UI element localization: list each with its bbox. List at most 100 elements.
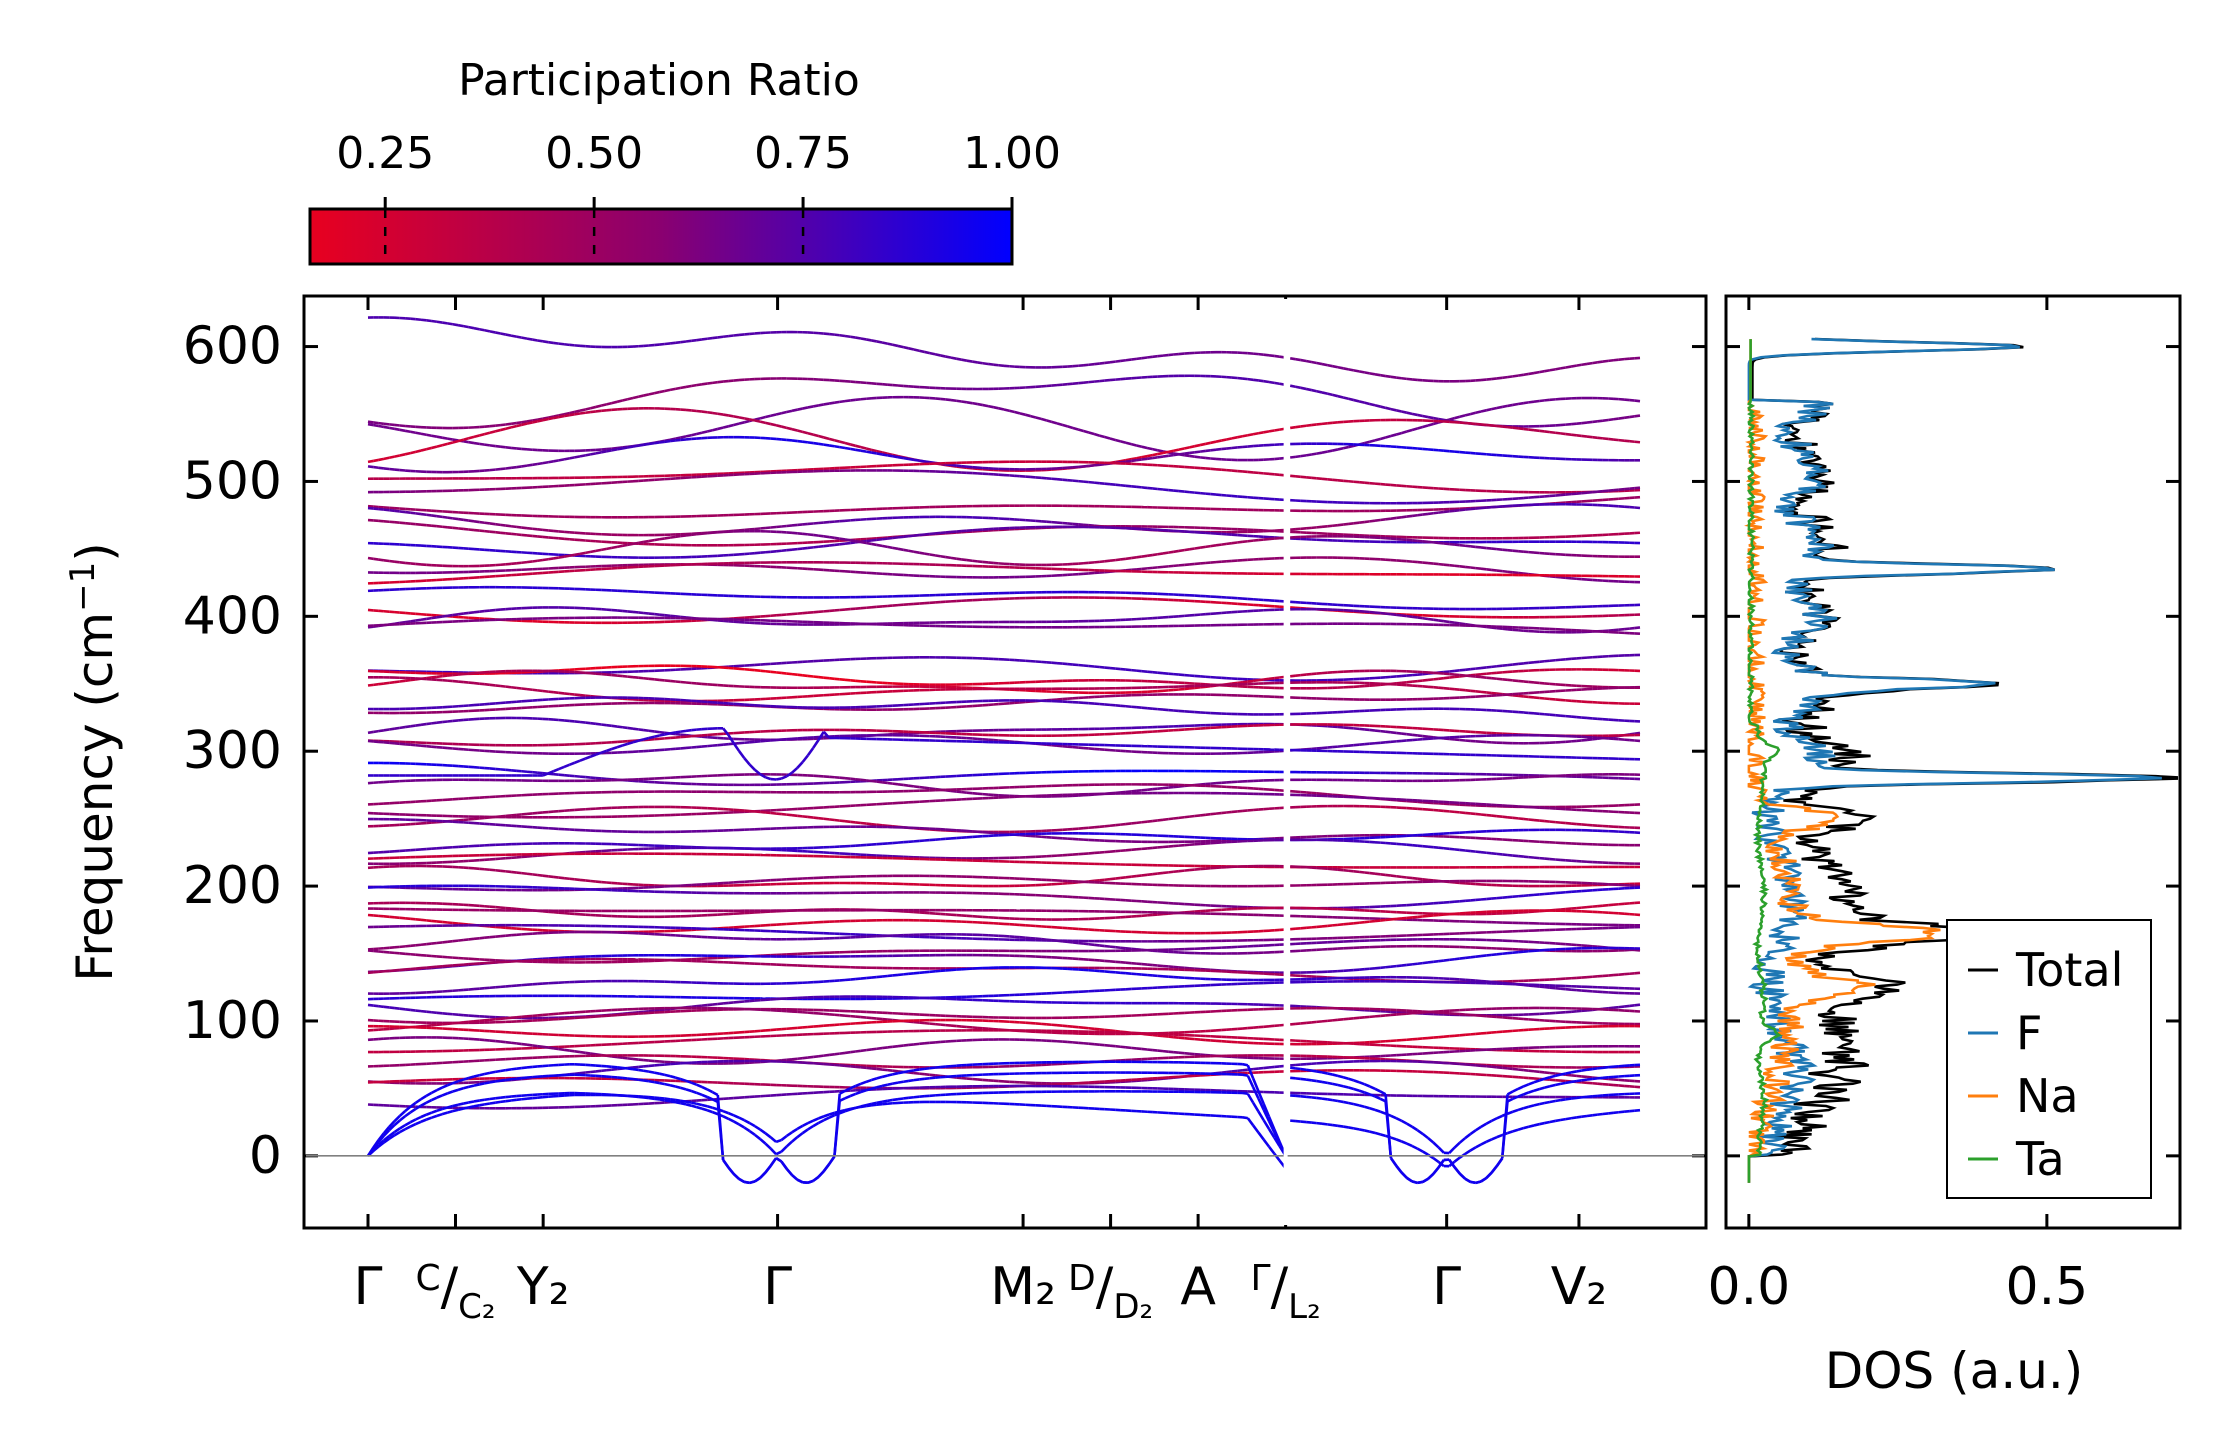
phonon-band-segment bbox=[1608, 437, 1614, 441]
phonon-band-segment bbox=[1162, 353, 1169, 357]
phonon-band-segment bbox=[494, 428, 501, 433]
phonon-band-segment bbox=[553, 459, 560, 463]
phonon-band-segment bbox=[1099, 481, 1105, 485]
phonon-band-segment bbox=[542, 528, 549, 532]
phonon-band-segment bbox=[717, 335, 724, 339]
phonon-band-segment bbox=[797, 673, 803, 677]
phonon-band-segment bbox=[378, 466, 385, 470]
phonon-band-segment bbox=[654, 678, 660, 682]
phonon-band-segment bbox=[1395, 409, 1402, 413]
phonon-band-segment bbox=[1454, 415, 1461, 420]
phonon-band-segment bbox=[373, 465, 379, 470]
phonon-band-segment bbox=[1586, 361, 1593, 366]
phonon-band-segment bbox=[606, 546, 613, 551]
phonon-band-segment bbox=[643, 539, 650, 544]
phonon-band-segment bbox=[532, 462, 538, 467]
phonon-band-segment bbox=[818, 442, 824, 446]
phonon-band-segment bbox=[526, 463, 533, 467]
phonon-band-segment bbox=[717, 412, 724, 416]
phonon-band-segment bbox=[1115, 558, 1121, 562]
phonon-band-segment bbox=[1289, 384, 1296, 389]
phonon-band-segment bbox=[1422, 414, 1429, 419]
phonon-band-segment bbox=[1131, 485, 1137, 489]
phonon-band-segment bbox=[473, 520, 480, 524]
phonon-band-segment bbox=[1390, 375, 1397, 379]
phonon-band-segment bbox=[383, 681, 390, 685]
phonon-band-segment bbox=[1088, 380, 1095, 384]
phonon-band-segment bbox=[510, 562, 517, 566]
phonon-band-segment bbox=[1226, 437, 1233, 441]
phonon-band-segment bbox=[1433, 562, 1439, 566]
phonon-band-segment bbox=[1523, 372, 1529, 377]
phonon-band-segment bbox=[1141, 454, 1148, 459]
phonon-band-segment bbox=[1295, 454, 1301, 459]
phonon-band-segment bbox=[1252, 538, 1259, 542]
phonon-band-segment bbox=[542, 416, 549, 420]
phonon-band-segment bbox=[627, 445, 634, 449]
phonon-band-segment bbox=[982, 560, 989, 564]
phonon-band-segment bbox=[1300, 358, 1307, 363]
phonon-band-segment bbox=[765, 526, 771, 530]
phonon-band-segment bbox=[770, 670, 777, 674]
phonon-band-segment bbox=[648, 391, 655, 396]
phonon-band-segment bbox=[500, 423, 506, 427]
phonon-band-segment bbox=[876, 543, 883, 548]
phonon-band-segment bbox=[558, 555, 565, 559]
phonon-band-segment bbox=[669, 439, 676, 443]
phonon-band-segment bbox=[1125, 457, 1132, 462]
phonon-band-segment bbox=[457, 612, 464, 616]
phonon-band-segment bbox=[675, 436, 681, 440]
phonon-band-segment bbox=[1109, 666, 1116, 670]
phonon-band-segment bbox=[1305, 387, 1312, 392]
phonon-band-segment bbox=[1390, 612, 1397, 617]
phonon-band-segment bbox=[1305, 359, 1312, 364]
phonon-band-segment bbox=[971, 401, 978, 406]
phonon-band-segment bbox=[956, 557, 962, 561]
phonon-band-segment bbox=[1496, 424, 1503, 428]
phonon-band-segment bbox=[590, 549, 597, 554]
phonon-band-segment bbox=[436, 320, 443, 324]
phonon-band-segment bbox=[389, 423, 395, 427]
phonon-band-segment bbox=[643, 676, 650, 681]
phonon-band-segment bbox=[1221, 447, 1227, 451]
phonon-band-segment bbox=[1316, 422, 1323, 426]
phonon-band-segment bbox=[1433, 511, 1439, 515]
phonon-band-segment bbox=[1141, 669, 1148, 673]
phonon-band-segment bbox=[998, 363, 1005, 368]
phonon-band-segment bbox=[664, 613, 671, 618]
phonon-band-segment bbox=[516, 335, 522, 339]
phonon-band-segment bbox=[908, 347, 915, 351]
phonon-band-segment bbox=[786, 524, 793, 528]
phonon-band-segment bbox=[1427, 617, 1434, 622]
phonon-band-segment bbox=[547, 460, 554, 464]
phonon-band-segment bbox=[961, 400, 968, 404]
phonon-band-segment bbox=[431, 514, 438, 518]
phonon-band-segment bbox=[865, 541, 872, 546]
phonon-band-segment bbox=[394, 454, 401, 458]
phonon-band-segment bbox=[1602, 489, 1609, 493]
phonon-band-segment bbox=[1120, 483, 1127, 488]
phonon-band-segment bbox=[924, 460, 930, 464]
phonon-band-segment bbox=[1067, 425, 1074, 430]
phonon-band-segment bbox=[993, 405, 999, 410]
phonon-band-segment bbox=[1104, 435, 1111, 440]
phonon-band-segment bbox=[590, 405, 597, 410]
phonon-band-segment bbox=[404, 429, 411, 434]
phonon-band-segment bbox=[1189, 450, 1195, 455]
phonon-band-segment bbox=[574, 409, 581, 414]
phonon-band-segment bbox=[1321, 391, 1328, 395]
phonon-band-segment bbox=[1099, 560, 1105, 564]
phonon-band-segment bbox=[728, 414, 734, 418]
phonon-band-segment bbox=[1592, 420, 1598, 424]
phonon-band-segment bbox=[807, 441, 814, 445]
phonon-band-segment bbox=[420, 318, 427, 322]
phonon-band-segment bbox=[367, 465, 374, 469]
phonon-band-segment bbox=[1300, 454, 1307, 458]
phonon-band-segment bbox=[1136, 485, 1142, 489]
phonon-band-segment bbox=[1443, 510, 1450, 514]
phonon-band-segment bbox=[1141, 554, 1148, 558]
phonon-band-segment bbox=[1168, 550, 1174, 554]
phonon-band-segment bbox=[1327, 449, 1333, 453]
phonon-band-segment bbox=[1131, 458, 1137, 463]
phonon-band-segment bbox=[447, 516, 453, 520]
